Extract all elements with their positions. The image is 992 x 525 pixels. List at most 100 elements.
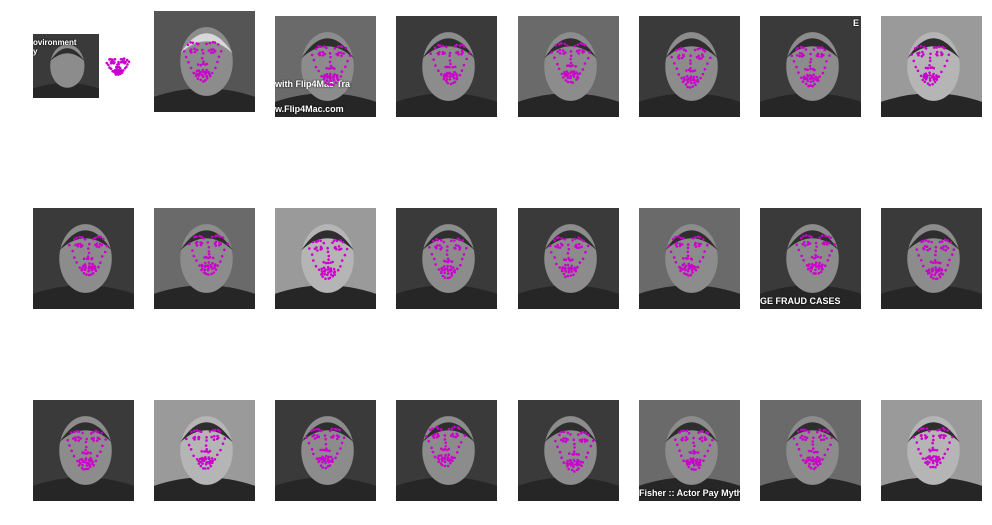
face-image bbox=[760, 400, 861, 501]
landmark-dot bbox=[119, 61, 123, 64]
landmark-dot bbox=[109, 61, 113, 64]
landmark-dot bbox=[123, 62, 126, 65]
landmark-dot bbox=[117, 69, 121, 73]
face-image bbox=[33, 400, 134, 501]
landmark-dot bbox=[111, 60, 115, 63]
face-image bbox=[639, 208, 740, 309]
face-cell bbox=[518, 208, 619, 309]
face-cell: GE FRAUD CASES bbox=[760, 208, 861, 309]
landmark-dot bbox=[118, 69, 121, 72]
face-cell bbox=[881, 400, 982, 501]
face-cell bbox=[760, 400, 861, 501]
face-cell bbox=[881, 16, 982, 117]
face-image: ovironment y bbox=[33, 34, 99, 98]
landmark-dot bbox=[117, 72, 121, 75]
face-cell bbox=[33, 208, 134, 309]
landmark-dot bbox=[114, 68, 118, 72]
landmark-dot bbox=[111, 59, 114, 63]
face-image bbox=[881, 400, 982, 501]
landmark-dot bbox=[117, 65, 121, 69]
landmark-dot bbox=[114, 69, 117, 72]
face-image bbox=[518, 16, 619, 117]
landmark-dot bbox=[123, 67, 127, 70]
face-cell bbox=[154, 11, 255, 112]
landmark-dot bbox=[115, 65, 118, 69]
landmark-dot bbox=[116, 68, 119, 72]
landmark-dot bbox=[113, 58, 117, 61]
landmark-dot bbox=[121, 60, 125, 64]
face-cell bbox=[275, 208, 376, 309]
face-cell bbox=[154, 208, 255, 309]
face-cell bbox=[639, 208, 740, 309]
face-cell bbox=[518, 400, 619, 501]
landmark-dot bbox=[113, 70, 116, 74]
landmark-dot bbox=[117, 62, 120, 66]
face-image bbox=[881, 208, 982, 309]
landmark-dot bbox=[119, 72, 122, 75]
landmark-dot bbox=[109, 67, 113, 70]
landmark-dot bbox=[125, 65, 128, 69]
landmark-dot bbox=[120, 60, 124, 64]
landmark-dot bbox=[118, 68, 122, 72]
landmark-dot bbox=[120, 71, 124, 74]
landmark-dot bbox=[114, 73, 118, 76]
landmark-dot bbox=[117, 60, 120, 64]
landmark-dot bbox=[117, 65, 120, 69]
landmark-dot bbox=[121, 69, 125, 72]
face-image bbox=[33, 208, 134, 309]
landmark-dot bbox=[127, 60, 131, 63]
face-cell: Fisher :: Actor Pay Myths bbox=[639, 400, 740, 501]
landmark-dot bbox=[119, 70, 122, 73]
face-image bbox=[396, 208, 497, 309]
landmark-dot bbox=[122, 60, 126, 63]
face-image bbox=[881, 16, 982, 117]
face-cell bbox=[396, 16, 497, 117]
landmark-dot bbox=[113, 69, 117, 72]
face-image bbox=[154, 11, 255, 112]
landmark-dot bbox=[113, 58, 116, 61]
caption-text: E bbox=[852, 18, 859, 28]
caption-text: with Flip4Mac Tra bbox=[275, 78, 351, 89]
landmark-dot bbox=[114, 68, 117, 72]
landmark-dot bbox=[124, 60, 127, 64]
landmark-dot bbox=[105, 61, 109, 65]
face-cell bbox=[33, 400, 134, 501]
landmark-dot bbox=[108, 66, 111, 69]
landmark-dot bbox=[126, 63, 129, 66]
landmark-dot bbox=[119, 58, 123, 61]
caption-text: ovironment bbox=[33, 38, 77, 47]
landmark-dot bbox=[117, 73, 120, 76]
face-image bbox=[154, 208, 255, 309]
landmark-dot bbox=[120, 69, 123, 73]
landmark-dot bbox=[122, 57, 126, 60]
face-image: with Flip4Mac Tra w.Flip4Mac.com bbox=[275, 16, 376, 117]
landmark-dot bbox=[115, 71, 118, 74]
landmark-dot bbox=[108, 58, 111, 61]
face-image: GE FRAUD CASES bbox=[760, 208, 861, 309]
face-image: Fisher :: Actor Pay Myths bbox=[639, 400, 740, 501]
face-cell bbox=[396, 208, 497, 309]
caption-text: Fisher :: Actor Pay Myths bbox=[639, 488, 740, 498]
landmark-dot bbox=[109, 57, 112, 61]
landmark-dot bbox=[111, 70, 114, 73]
landmark-dot bbox=[116, 63, 119, 66]
landmark-dot bbox=[116, 71, 119, 74]
landmark-dot bbox=[114, 69, 118, 73]
landmark-dot bbox=[112, 70, 116, 73]
landmark-dot bbox=[117, 68, 120, 72]
landmark-dot bbox=[107, 63, 110, 67]
face-cell: with Flip4Mac Tra w.Flip4Mac.com bbox=[275, 16, 376, 117]
face-image bbox=[154, 400, 255, 501]
face-image bbox=[396, 400, 497, 501]
face-image bbox=[639, 16, 740, 117]
landmark-dot bbox=[114, 72, 117, 75]
landmark-dot bbox=[112, 62, 115, 65]
face-cell bbox=[518, 16, 619, 117]
face-cell bbox=[275, 400, 376, 501]
landmark-dot bbox=[116, 69, 120, 73]
face-cell: ovironment y bbox=[33, 34, 131, 98]
landmark-dot bbox=[121, 58, 125, 61]
landmark-dot bbox=[110, 58, 114, 61]
face-image bbox=[518, 400, 619, 501]
landmark-dot bbox=[120, 70, 124, 74]
